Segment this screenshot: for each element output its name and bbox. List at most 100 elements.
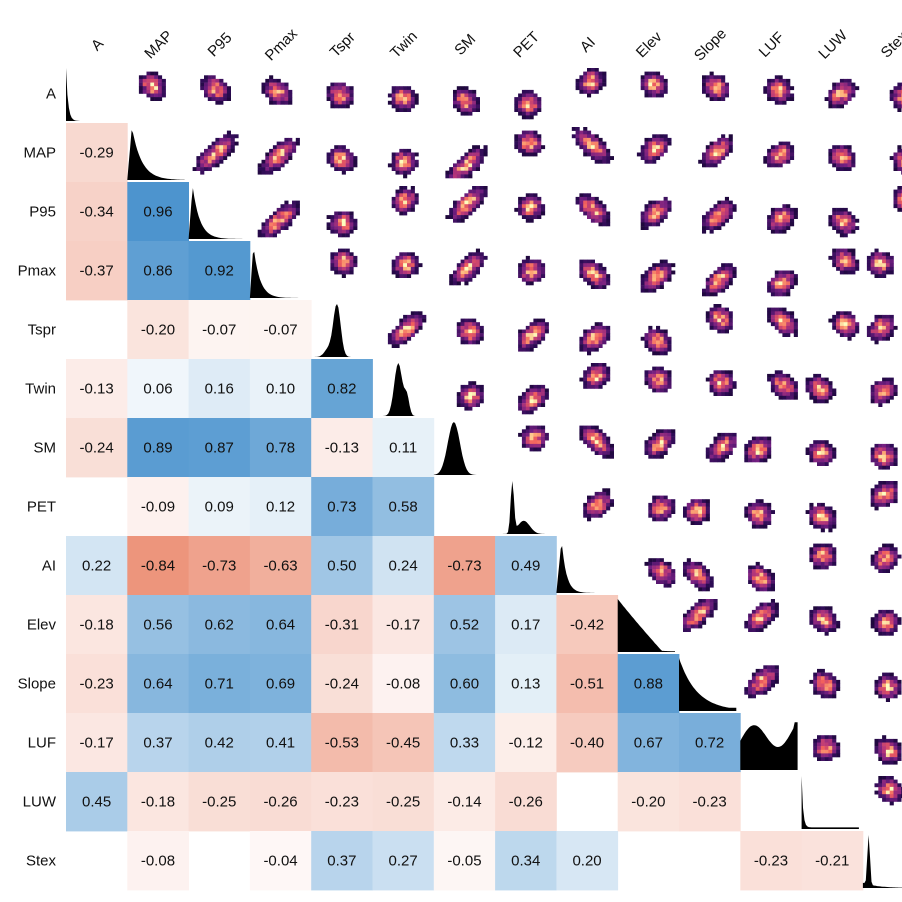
pair-density-p95-sm [445,186,488,223]
corr-cell-pet-twin [372,477,435,537]
corr-value-luw-tspr: -0.23 [325,794,359,811]
pair-density-a-ai [575,68,607,98]
pair-density-elev-luw [809,606,841,636]
pair-density-p95-luf [767,204,798,234]
corr-value-luf-p95: 0.42 [205,735,234,752]
corr-value-stex-tspr: 0.37 [327,853,356,870]
corr-value-map-a: -0.29 [80,145,114,162]
density-ai [556,546,614,593]
pair-density-twin-sm [456,381,484,411]
corr-value-slope-pmax: 0.69 [266,676,295,693]
corr-cell-stex-sm [433,831,496,891]
pair-density-twin-luf [767,370,798,400]
corr-value-luf-ai: -0.40 [570,735,604,752]
corr-cell-ai-pet [495,536,557,596]
density-slope [679,658,737,711]
corr-value-elev-a: -0.18 [80,617,114,634]
corr-value-tspr-p95: -0.07 [202,322,236,339]
corr-value-twin-map: 0.06 [143,381,172,398]
row-label-tspr: Tspr [28,322,56,339]
row-label-map: MAP [23,145,56,162]
pair-density-map-luw [828,145,856,171]
pair-density-sm-stex [870,443,898,470]
corr-cell-luf-pet [495,713,557,773]
corr-value-ai-tspr: 0.50 [327,558,356,575]
pair-density-tspr-pet [518,318,549,352]
corr-cell-slope-p95 [188,654,251,714]
corr-value-pet-twin: 0.58 [389,499,418,516]
corr-value-luw-a: 0.45 [82,794,111,811]
column-label-p95: P95 [205,29,236,60]
corr-cell-elev-ai [556,595,619,655]
pair-density-slope-luf [744,665,779,699]
column-label-elev: Elev [633,28,666,61]
corr-cell-twin-a [66,359,128,419]
corr-cell-pet-map [127,477,189,537]
pair-density-p95-stex [893,186,902,212]
corr-cell-slope-map [127,654,189,714]
row-label-a: A [46,86,56,103]
corr-cell-stex-ai [556,831,619,891]
corr-value-p95-a: -0.34 [80,204,114,221]
pair-density-p95-pet [514,193,546,223]
pair-density-a-pet [514,89,542,120]
corr-value-ai-sm: -0.73 [447,558,481,575]
pair-density-pet-elev [648,495,676,522]
corr-cell-luw-a [66,772,128,832]
column-label-stex: Stex [878,28,902,62]
corr-value-elev-tspr: -0.31 [325,617,359,634]
pair-density-a-luf [763,75,795,105]
density-stex [862,835,902,888]
row-label-pet: PET [27,499,56,516]
corr-cell-twin-p95 [188,359,251,419]
column-label-ai: AI [577,34,599,56]
density-a [66,68,124,121]
corr-value-twin-p95: 0.16 [205,381,234,398]
corr-cell-pmax-p95 [188,241,251,301]
corr-value-elev-p95: 0.62 [205,617,234,634]
corr-value-pet-map: -0.09 [141,499,175,516]
corr-value-stex-pet: 0.34 [511,853,540,870]
corr-value-slope-elev: 0.88 [634,676,663,693]
corr-cell-luw-elev [617,772,680,832]
corr-cell-map-a [66,123,128,183]
pair-density-pet-luf [744,499,775,529]
corr-cell-luf-map [127,713,189,773]
pair-density-elev-slope [683,599,718,632]
corr-cell-luf-elev [617,713,680,773]
corr-cell-slope-ai [556,654,619,714]
pair-density-p95-tspr [326,211,358,238]
pair-density-map-stex [889,145,902,175]
pair-density-ai-stex [870,543,902,573]
corr-value-elev-ai: -0.42 [570,617,604,634]
corr-cell-luf-sm [433,713,496,773]
corr-cell-p95-a [66,182,128,242]
corr-value-sm-p95: 0.87 [205,440,234,457]
corr-cell-pet-tspr [311,477,373,537]
pair-density-tspr-luf [767,307,798,337]
corr-cell-ai-pmax [249,536,312,596]
corr-cell-sm-twin [372,418,435,478]
pair-density-ai-luw [809,543,837,570]
corr-cell-luw-pmax [249,772,312,832]
pair-density-luw-stex [874,776,902,806]
corr-value-sm-tspr: -0.13 [325,440,359,457]
row-label-elev: Elev [27,617,57,634]
corr-value-luw-p95: -0.25 [202,794,236,811]
row-label-p95: P95 [29,204,56,221]
corr-cell-pmax-map [127,241,189,301]
corr-cell-ai-map [127,536,189,596]
column-label-a: A [88,35,107,54]
corr-cell-twin-pmax [249,359,312,419]
corr-value-pet-p95: 0.09 [205,499,234,516]
row-label-sm: SM [34,440,57,457]
row-label-luw: LUW [23,794,57,811]
pair-density-a-tspr [326,82,354,109]
corr-cell-elev-pmax [249,595,312,655]
density-tspr [311,304,369,357]
pair-density-pmax-slope [702,263,737,297]
corr-value-slope-map: 0.64 [143,676,172,693]
corr-cell-luw-sm [433,772,496,832]
pair-density-pet-ai [583,488,614,522]
row-label-twin: Twin [25,381,56,398]
